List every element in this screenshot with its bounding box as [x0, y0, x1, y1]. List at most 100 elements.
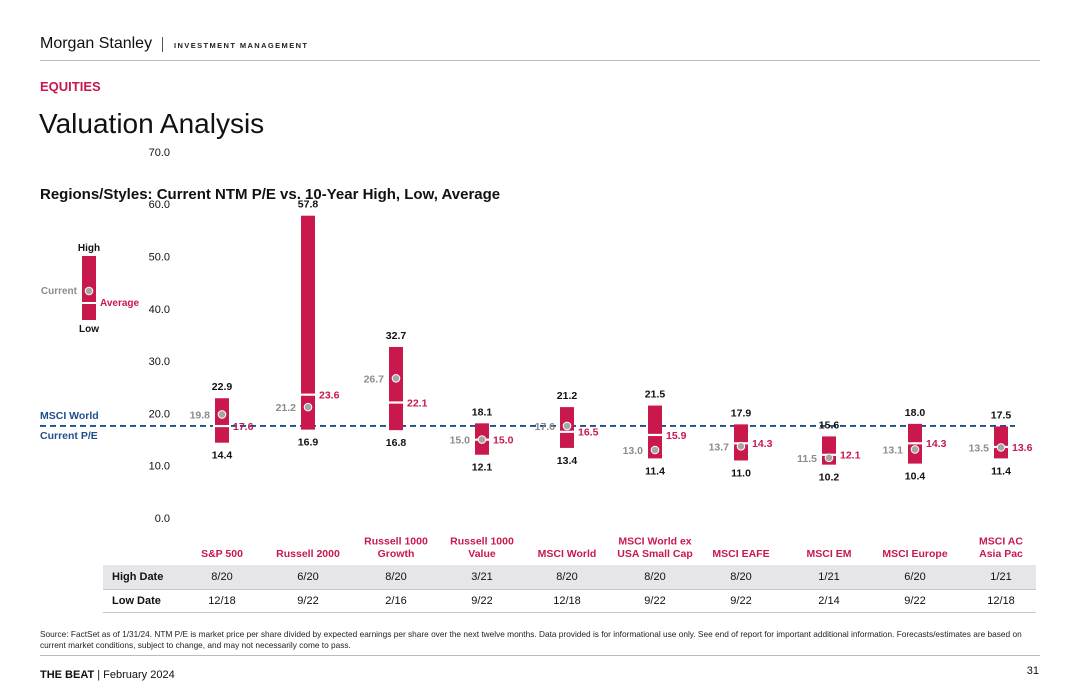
average-value-label: 14.3: [926, 438, 947, 450]
range-bar: [648, 405, 662, 459]
y-tick-label: 30.0: [149, 356, 170, 368]
high-value-label: 17.5: [991, 409, 1012, 421]
category-label: MSCI EAFE: [712, 548, 769, 560]
current-value-label: 26.7: [364, 373, 385, 385]
category-label: USA Small Cap: [617, 548, 692, 560]
category-label: MSCI Europe: [882, 548, 947, 560]
legend-high-label: High: [78, 243, 100, 254]
current-value-label: 19.8: [190, 409, 211, 421]
table-cell: 12/18: [987, 595, 1015, 607]
current-value-label: 13.5: [969, 442, 990, 454]
low-value-label: 11.4: [991, 465, 1011, 477]
table-cell: 8/20: [385, 571, 407, 583]
benchmark-label: MSCI World: [40, 410, 99, 422]
low-value-label: 10.4: [905, 471, 926, 483]
high-value-label: 32.7: [386, 330, 407, 342]
table-cell: 9/22: [904, 595, 926, 607]
average-value-label: 16.5: [578, 427, 599, 439]
average-value-label: 15.0: [493, 435, 514, 447]
table-cell: 9/22: [297, 595, 319, 607]
table-bottom-rule: [103, 612, 1036, 613]
page-title: Valuation Analysis: [39, 108, 265, 139]
y-tick-label: 40.0: [149, 304, 170, 316]
range-bar: [994, 426, 1008, 459]
high-value-label: 57.8: [298, 199, 319, 211]
current-value-label: 13.1: [883, 444, 904, 456]
table-cell: 12/18: [553, 595, 581, 607]
table-cell: 9/22: [471, 595, 493, 607]
category-label: Russell 1000: [450, 536, 514, 548]
current-marker: [910, 445, 920, 454]
average-marker: [387, 401, 405, 404]
current-value-label: 13.7: [709, 441, 730, 453]
footer-rule: [40, 655, 1040, 656]
current-marker: [303, 402, 313, 412]
legend-range-bar: [82, 304, 96, 320]
y-tick-label: 10.0: [149, 461, 170, 473]
header-divider: [162, 37, 163, 52]
current-marker: [736, 442, 746, 451]
category-label: MSCI AC: [979, 536, 1023, 548]
table-cell: 6/20: [297, 571, 319, 583]
average-value-label: 22.1: [407, 397, 428, 409]
y-tick-label: 20.0: [149, 408, 170, 420]
table-cell: 8/20: [211, 571, 233, 583]
table-cell: 2/16: [385, 595, 407, 607]
high-value-label: 15.6: [819, 419, 840, 431]
table-divider: [103, 589, 1036, 590]
category-label: Russell 1000: [364, 536, 428, 548]
category-label: MSCI World: [538, 548, 597, 560]
category-label: MSCI EM: [807, 548, 852, 560]
average-value-label: 23.6: [319, 390, 340, 402]
current-marker: [562, 421, 572, 431]
high-value-label: 21.5: [645, 389, 666, 401]
low-value-label: 13.4: [557, 455, 578, 467]
table-cell: 12/18: [208, 595, 236, 607]
high-value-label: 22.9: [212, 381, 233, 393]
current-marker: [650, 445, 660, 455]
brand-logo: Morgan Stanley: [40, 35, 153, 52]
legend-current-label: Current: [41, 286, 78, 297]
table-cell: 1/21: [818, 571, 840, 583]
low-value-label: 12.1: [472, 462, 493, 474]
table-cell: 3/21: [471, 571, 493, 583]
table-cell: 9/22: [730, 595, 752, 607]
header-rule: [40, 60, 1040, 61]
table-cell: 6/20: [904, 571, 926, 583]
category-label: S&P 500: [201, 548, 243, 560]
y-tick-label: 70.0: [149, 147, 170, 159]
brand-subtitle: INVESTMENT MANAGEMENT: [174, 41, 309, 50]
low-value-label: 16.8: [386, 437, 407, 449]
legend-average-label: Average: [100, 298, 140, 309]
average-marker: [646, 433, 664, 437]
table-cell: 8/20: [730, 571, 752, 583]
low-value-label: 14.4: [212, 450, 233, 462]
average-marker: [299, 393, 317, 396]
table-cell: 8/20: [556, 571, 578, 583]
category-label: Growth: [378, 548, 415, 560]
table-row-label: Low Date: [112, 595, 161, 607]
low-value-label: 16.9: [298, 437, 319, 449]
current-value-label: 21.2: [276, 402, 297, 414]
range-bar: [215, 398, 229, 443]
current-marker: [824, 453, 834, 463]
legend-low-label: Low: [79, 324, 99, 335]
high-value-label: 21.2: [557, 390, 578, 402]
table-row-label: High Date: [112, 571, 164, 583]
publication-name: THE BEAT: [40, 669, 95, 681]
table-cell: 9/22: [644, 595, 666, 607]
y-tick-label: 60.0: [149, 199, 170, 211]
footer-publication: THE BEAT | February 2024: [40, 669, 175, 681]
high-value-label: 17.9: [731, 407, 752, 419]
publication-date: | February 2024: [97, 669, 175, 681]
table-cell: 8/20: [644, 571, 666, 583]
average-marker: [558, 430, 576, 433]
y-tick-label: 0.0: [155, 513, 170, 525]
range-bar: [389, 346, 403, 431]
average-value-label: 15.9: [666, 430, 687, 442]
current-marker: [217, 410, 227, 419]
legend-current-marker: [84, 286, 94, 296]
current-value-label: 15.0: [450, 435, 471, 447]
source-note: Source: FactSet as of 1/31/24. NTM P/E i…: [40, 629, 1022, 650]
current-marker: [391, 374, 401, 383]
